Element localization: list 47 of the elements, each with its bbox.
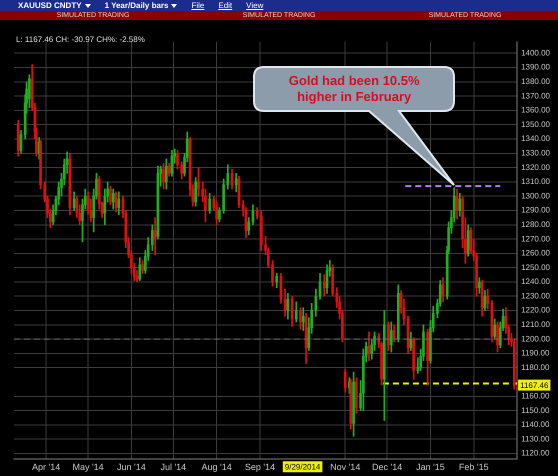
y-tick-label: 1360.00 [521,106,551,115]
x-tick-label: Aug '14 [202,462,232,472]
y-tick-label: 1390.00 [521,62,551,72]
text: 1167.46 [520,380,549,390]
text: File [191,1,204,10]
x-tick-label: Sep '14 [244,462,276,472]
text: Edit [218,1,232,10]
y-tick-label: 1320.00 [521,162,551,172]
y-tick-label: 1140.00 [521,420,550,430]
y-tick-label: 1260.00 [521,248,551,258]
y-tick-label: 1130.00 [521,434,550,444]
y-tick-label: 1370.00 [521,91,551,100]
y-tick-label: 1400.00 [521,48,551,58]
y-tick-label: 1270.00 [521,234,551,244]
y-tick-label: 1300.00 [521,191,551,200]
y-tick-label: 1120.00 [521,448,550,458]
x-tick-label: Jun '14 [117,462,146,472]
x-tick-label: May '14 [72,462,104,472]
y-tick-label: 1160.00 [521,392,550,401]
annotation: Gold had been 10.5% higher in February [288,72,421,106]
y-tick-label: 1330.00 [521,148,551,158]
x-tick-label: Feb '15 [458,462,489,472]
chart-subtitle: 1 Year/Daily bars [104,1,168,10]
y-tick-label: 1380.00 [521,77,551,86]
y-tick-label: 1190.00 [521,348,550,358]
x-tick-label: Apr '14 [32,462,60,472]
y-tick-label: 1200.00 [521,334,551,344]
y-tick-label: 1210.00 [521,320,551,330]
text: View [246,1,264,10]
y-tick-label: 1340.00 [521,134,551,144]
y-tick-label: 1220.00 [521,306,551,315]
y-tick-label: 1230.00 [521,291,551,300]
y-tick-label: 1180.00 [521,362,550,372]
x-tick-label: Jan '15 [416,462,445,472]
y-tick-label: 1290.00 [521,206,551,215]
y-tick-label: 1310.00 [521,177,551,186]
x-tick-label: Jul '14 [160,462,186,472]
x-tick-label: Dec '14 [372,462,402,472]
text: 9/29/2014 [284,462,321,472]
y-tick-label: 1350.00 [521,120,551,129]
annotation: L: 1167.46 CH: -30.97 CH%: -2.58% [16,35,145,44]
y-tick-label: 1280.00 [521,220,551,229]
y-tick-label: 1150.00 [521,406,550,415]
x-tick-label: Nov '14 [330,462,360,472]
chart-title: XAUUSD CNDTY [18,1,82,10]
y-tick-label: 1250.00 [521,262,551,272]
y-tick-label: 1240.00 [521,277,551,286]
